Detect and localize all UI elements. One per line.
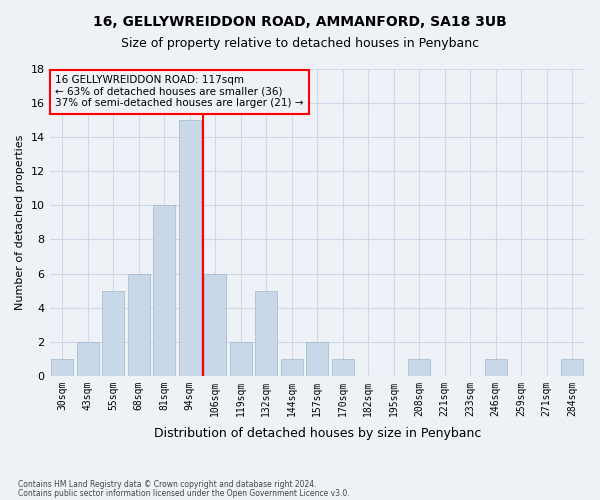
Bar — [332, 358, 353, 376]
Text: Size of property relative to detached houses in Penybanc: Size of property relative to detached ho… — [121, 38, 479, 51]
X-axis label: Distribution of detached houses by size in Penybanc: Distribution of detached houses by size … — [154, 427, 481, 440]
Bar — [256, 290, 277, 376]
Bar — [128, 274, 149, 376]
Text: Contains HM Land Registry data © Crown copyright and database right 2024.: Contains HM Land Registry data © Crown c… — [18, 480, 317, 489]
Bar — [485, 358, 506, 376]
Text: 16, GELLYWREIDDON ROAD, AMMANFORD, SA18 3UB: 16, GELLYWREIDDON ROAD, AMMANFORD, SA18 … — [93, 15, 507, 29]
Text: 16 GELLYWREIDDON ROAD: 117sqm
← 63% of detached houses are smaller (36)
37% of s: 16 GELLYWREIDDON ROAD: 117sqm ← 63% of d… — [55, 75, 304, 108]
Bar — [562, 358, 583, 376]
Bar — [409, 358, 430, 376]
Bar — [307, 342, 328, 376]
Bar — [205, 274, 226, 376]
Bar — [77, 342, 98, 376]
Y-axis label: Number of detached properties: Number of detached properties — [15, 134, 25, 310]
Bar — [281, 358, 302, 376]
Bar — [154, 206, 175, 376]
Bar — [52, 358, 73, 376]
Bar — [103, 290, 124, 376]
Text: Contains public sector information licensed under the Open Government Licence v3: Contains public sector information licen… — [18, 488, 350, 498]
Bar — [179, 120, 200, 376]
Bar — [230, 342, 251, 376]
